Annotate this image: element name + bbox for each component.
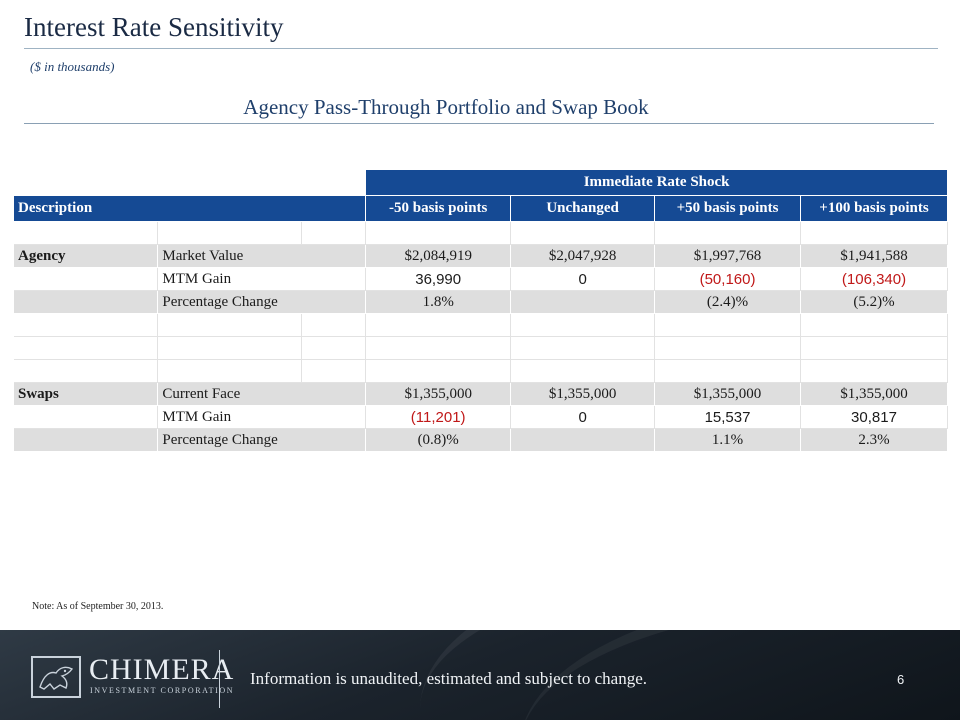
super-header-row: Immediate Rate Shock (14, 170, 948, 196)
cell-value: 1.8% (365, 290, 512, 314)
col-header-minus-50: -50 basis points (365, 195, 512, 222)
title-divider (24, 48, 938, 49)
cell-value: (2.4)% (654, 290, 801, 314)
spacer-row (14, 313, 948, 337)
cell-value-negative: (11,201) (365, 405, 512, 429)
cell-value: $1,355,000 (365, 382, 512, 406)
cell-value: $1,355,000 (510, 382, 656, 406)
cell-value (510, 290, 656, 314)
spacer-row (14, 221, 948, 245)
table-row: MTM Gain 36,990 0 (50,160) (106,340) (14, 267, 948, 291)
table-row: Percentage Change (0.8)% 1.1% 2.3% (14, 428, 948, 452)
spacer-row (14, 336, 948, 360)
section-title: Agency Pass-Through Portfolio and Swap B… (243, 95, 649, 119)
metric-label: Percentage Change (157, 428, 367, 452)
footnote: Note: As of September 30, 2013. (32, 601, 164, 612)
footer-banner: CHIMERA INVESTMENT CORPORATION Informati… (0, 630, 960, 720)
disclaimer-text: Information is unaudited, estimated and … (250, 669, 648, 688)
table-row: Agency Market Value $2,084,919 $2,047,92… (14, 244, 948, 268)
spacer-row (14, 359, 948, 383)
metric-label: Current Face (157, 382, 367, 406)
col-header-unchanged: Unchanged (510, 195, 656, 222)
metric-label: Percentage Change (157, 290, 367, 314)
cell-value: 30,817 (800, 405, 948, 429)
rate-shock-header: Immediate Rate Shock (365, 170, 948, 196)
cell-value: 1.1% (654, 428, 801, 452)
cell-value: (0.8)% (365, 428, 512, 452)
cell-value: 0 (510, 405, 656, 429)
units-subtitle: ($ in thousands) (30, 59, 115, 74)
cell-value-negative: (106,340) (800, 267, 948, 291)
company-logo-name: CHIMERA (89, 653, 235, 686)
col-header-plus-50: +50 basis points (654, 195, 801, 222)
table-row: Swaps Current Face $1,355,000 $1,355,000… (14, 382, 948, 406)
cell-value: $2,047,928 (510, 244, 656, 268)
page-title: Interest Rate Sensitivity (24, 12, 284, 42)
cell-value-negative: (50,160) (654, 267, 801, 291)
table-row: MTM Gain (11,201) 0 15,537 30,817 (14, 405, 948, 429)
cell-value: 36,990 (365, 267, 512, 291)
cell-value: $1,941,588 (800, 244, 948, 268)
description-header: Description (14, 195, 367, 222)
cell-value: $2,084,919 (365, 244, 512, 268)
metric-label: MTM Gain (157, 267, 367, 291)
table-row: Percentage Change 1.8% (2.4)% (5.2)% (14, 290, 948, 314)
rate-sensitivity-table: Immediate Rate Shock Description -50 bas… (14, 170, 948, 452)
page-number: 6 (897, 672, 905, 687)
cell-value: 15,537 (654, 405, 801, 429)
cell-value (510, 428, 656, 452)
col-header-plus-100: +100 basis points (800, 195, 948, 222)
company-logo-subtitle: INVESTMENT CORPORATION (90, 686, 235, 695)
footer-divider (219, 650, 220, 708)
column-header-row: Description -50 basis points Unchanged +… (14, 195, 948, 222)
cell-value: 2.3% (800, 428, 948, 452)
chimera-emblem-icon (31, 656, 81, 698)
cell-value: 0 (510, 267, 656, 291)
group-label-swaps: Swaps (14, 382, 159, 406)
cell-value: $1,355,000 (800, 382, 948, 406)
cell-value: $1,355,000 (654, 382, 801, 406)
group-label-agency: Agency (14, 244, 159, 268)
metric-label: MTM Gain (157, 405, 367, 429)
metric-label: Market Value (157, 244, 367, 268)
cell-value: (5.2)% (800, 290, 948, 314)
section-divider (24, 123, 934, 124)
cell-value: $1,997,768 (654, 244, 801, 268)
